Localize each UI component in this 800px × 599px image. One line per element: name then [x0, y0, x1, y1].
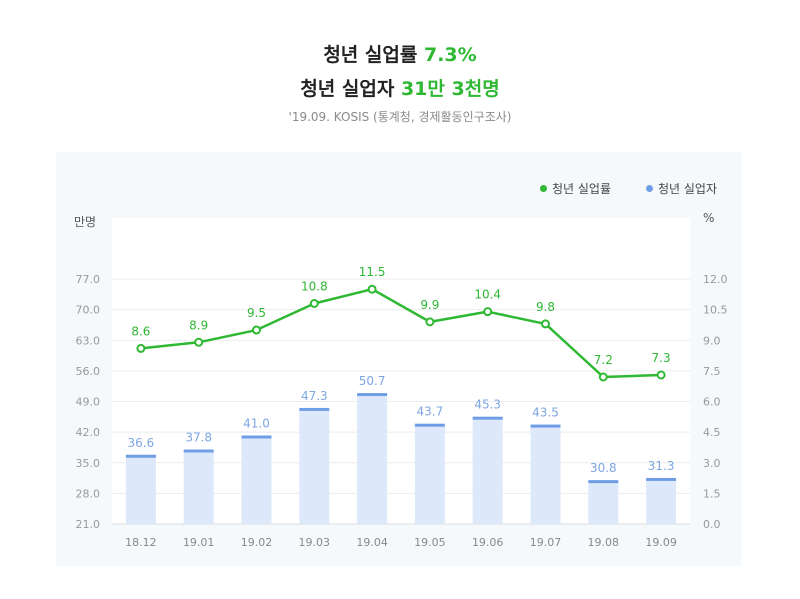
y-right-tick-label: 7.5: [703, 365, 721, 378]
bar-data-label: 30.8: [590, 461, 617, 475]
y-left-tick-label: 35.0: [76, 457, 101, 470]
bar-cap: [414, 423, 445, 427]
rate-data-label: 10.8: [301, 280, 328, 294]
rate-data-label: 11.5: [359, 265, 386, 279]
rate-point: [425, 317, 435, 327]
chart-title-count: 청년 실업자 31만 3천명: [0, 74, 800, 101]
bar: [472, 417, 503, 524]
x-tick-label: 19.09: [645, 536, 677, 549]
y-right-tick-label: 12.0: [703, 273, 728, 286]
rate-point: [483, 307, 493, 317]
bar-data-label: 47.3: [301, 389, 328, 403]
bar: [299, 408, 330, 524]
y-right-tick-label: 10.5: [703, 304, 728, 317]
y-left-unit-label: 만명: [74, 215, 96, 229]
y-left-tick-label: 21.0: [76, 518, 101, 531]
rate-point: [367, 284, 377, 294]
rate-data-label: 9.5: [247, 306, 266, 320]
bar-data-label: 36.6: [128, 436, 155, 450]
bar-data-label: 45.3: [474, 398, 501, 412]
x-tick-label: 18.12: [125, 536, 157, 549]
bar-cap: [299, 407, 330, 411]
x-tick-label: 19.02: [241, 536, 273, 549]
bar-cap: [646, 477, 677, 481]
y-left-tick-label: 56.0: [76, 365, 101, 378]
legend-item-count: 청년 실업자: [646, 180, 717, 197]
y-right-tick-label: 0.0: [703, 518, 721, 531]
x-tick-label: 19.08: [588, 536, 620, 549]
bar-cap: [472, 416, 503, 420]
rate-point: [309, 299, 319, 308]
rate-point: [252, 325, 261, 335]
legend-dot-rate: [540, 185, 547, 192]
rate-data-label: 9.8: [536, 300, 555, 314]
y-right-tick-label: 9.0: [703, 334, 721, 347]
y-right-tick-label: 1.5: [703, 487, 721, 500]
y-left-tick-label: 70.0: [76, 304, 101, 317]
y-left-tick-label: 77.0: [76, 273, 101, 286]
bar-data-label: 43.7: [417, 405, 444, 419]
bar: [414, 424, 445, 524]
rate-point: [656, 370, 666, 380]
title-count-prefix: 청년 실업자: [300, 78, 401, 100]
rate-point: [598, 372, 608, 382]
bar: [183, 450, 214, 524]
rate-data-label: 8.9: [189, 318, 208, 332]
x-tick-label: 19.06: [472, 536, 504, 549]
legend-dot-count: [646, 185, 653, 192]
x-tick-label: 19.05: [414, 536, 446, 549]
bar: [588, 481, 619, 524]
y-right-tick-label: 6.0: [703, 396, 721, 409]
x-tick-label: 19.03: [299, 536, 331, 549]
y-left-tick-label: 42.0: [76, 426, 101, 439]
bar-cap: [125, 454, 156, 458]
source-note: '19.09. KOSIS (통계청, 경제활동인구조사): [288, 110, 512, 124]
x-tick-label: 19.04: [356, 536, 388, 549]
rate-point: [136, 343, 146, 353]
y-left-tick-label: 49.0: [76, 396, 101, 409]
bar: [125, 455, 156, 524]
bar-cap: [183, 449, 214, 453]
bar: [530, 425, 561, 524]
bar-data-label: 37.8: [185, 431, 212, 445]
bar: [241, 436, 272, 524]
y-left-tick-label: 63.0: [76, 334, 101, 347]
bar-cap: [588, 480, 619, 484]
legend-label-count: 청년 실업자: [658, 182, 718, 196]
rate-series-line: [140, 287, 662, 379]
title-rate-value: 7.3%: [423, 44, 477, 66]
x-tick-label: 19.07: [530, 536, 562, 549]
rate-point: [541, 319, 550, 329]
bar-data-label: 50.7: [359, 374, 386, 388]
bar-data-label: 31.3: [648, 459, 675, 473]
y-left-tick-label: 28.0: [76, 487, 101, 500]
y-right-tick-label: 4.5: [703, 426, 721, 439]
title-count-value: 31만 3천명: [400, 78, 500, 100]
legend-label-rate: 청년 실업률: [552, 182, 612, 196]
bar-data-label: 41.0: [243, 417, 270, 431]
title-rate-prefix: 청년 실업률: [323, 44, 424, 66]
y-right-unit-label: %: [703, 211, 714, 225]
chart-title-rate: 청년 실업률 7.3%: [0, 40, 800, 67]
legend-item-rate: 청년 실업률: [540, 180, 611, 197]
bar-cap: [241, 435, 272, 439]
bar-cap: [357, 393, 388, 397]
bar-data-label: 43.5: [532, 406, 559, 420]
rate-data-label: 7.3: [652, 351, 671, 365]
rate-data-label: 9.9: [420, 298, 439, 312]
rate-data-label: 7.2: [594, 353, 613, 367]
rate-point: [194, 337, 204, 347]
rate-data-label: 10.4: [474, 288, 501, 302]
bar-cap: [530, 424, 561, 428]
x-tick-label: 19.01: [183, 536, 215, 549]
y-right-tick-label: 3.0: [703, 457, 721, 470]
rate-data-label: 8.6: [131, 324, 150, 338]
bar: [357, 394, 388, 524]
bar: [646, 478, 677, 524]
